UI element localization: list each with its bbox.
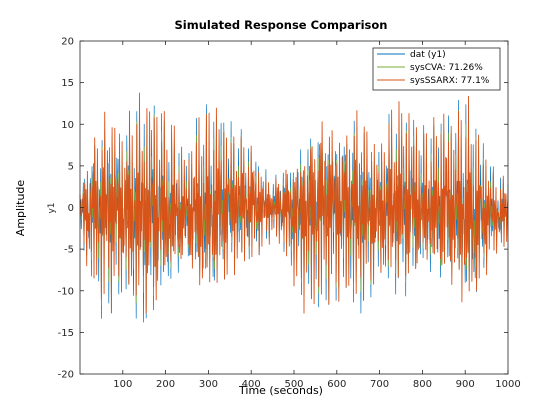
y-tick-label: -20 bbox=[58, 370, 74, 381]
x-tick-label: 900 bbox=[456, 379, 475, 390]
x-tick-label: 700 bbox=[370, 379, 389, 390]
figure-y-label: Amplitude bbox=[14, 180, 27, 237]
x-axis-ticks: 100 200 300 400 500 600 700 800 900 1000 bbox=[113, 41, 521, 390]
x-tick-label: 300 bbox=[199, 379, 218, 390]
y-tick-label: 15 bbox=[61, 78, 74, 89]
y-axis-ticks: -20 -15 -10 -5 0 5 10 15 20 bbox=[58, 37, 508, 381]
legend-label: dat (y1) bbox=[410, 50, 446, 60]
legend-label: sysSSARX: 77.1% bbox=[410, 76, 490, 86]
x-tick-label: 100 bbox=[113, 379, 132, 390]
x-tick-label: 400 bbox=[242, 379, 261, 390]
series-line-3 bbox=[79, 92, 509, 314]
legend-box bbox=[372, 47, 501, 91]
chart-title: Simulated Response Comparison bbox=[175, 18, 388, 32]
y-tick-label: 0 bbox=[68, 203, 74, 214]
x-tick-label: 200 bbox=[156, 379, 175, 390]
y-tick-label: -15 bbox=[58, 328, 74, 339]
y-tick-label: 10 bbox=[61, 120, 74, 131]
x-tick-label: 500 bbox=[284, 379, 303, 390]
y-tick-label: 5 bbox=[68, 161, 74, 172]
legend: dat (y1) sysCVA: 71.26% sysSSARX: 77.1% bbox=[372, 47, 501, 91]
legend-label: sysCVA: 71.26% bbox=[410, 63, 483, 73]
x-tick-label: 600 bbox=[327, 379, 346, 390]
plot-area: 100 200 300 400 500 600 700 800 900 1000 -20-15-1… bbox=[58, 37, 521, 391]
channel-label: y1 bbox=[47, 202, 57, 213]
x-tick-label: 800 bbox=[413, 379, 432, 390]
x-axis-label: Time (seconds) bbox=[238, 384, 323, 397]
series-layer bbox=[79, 92, 509, 323]
y-tick-label: -10 bbox=[58, 286, 74, 297]
x-tick-label: 1000 bbox=[495, 379, 520, 390]
y-tick-label: -5 bbox=[64, 245, 74, 256]
y-tick-label: 20 bbox=[61, 37, 74, 48]
